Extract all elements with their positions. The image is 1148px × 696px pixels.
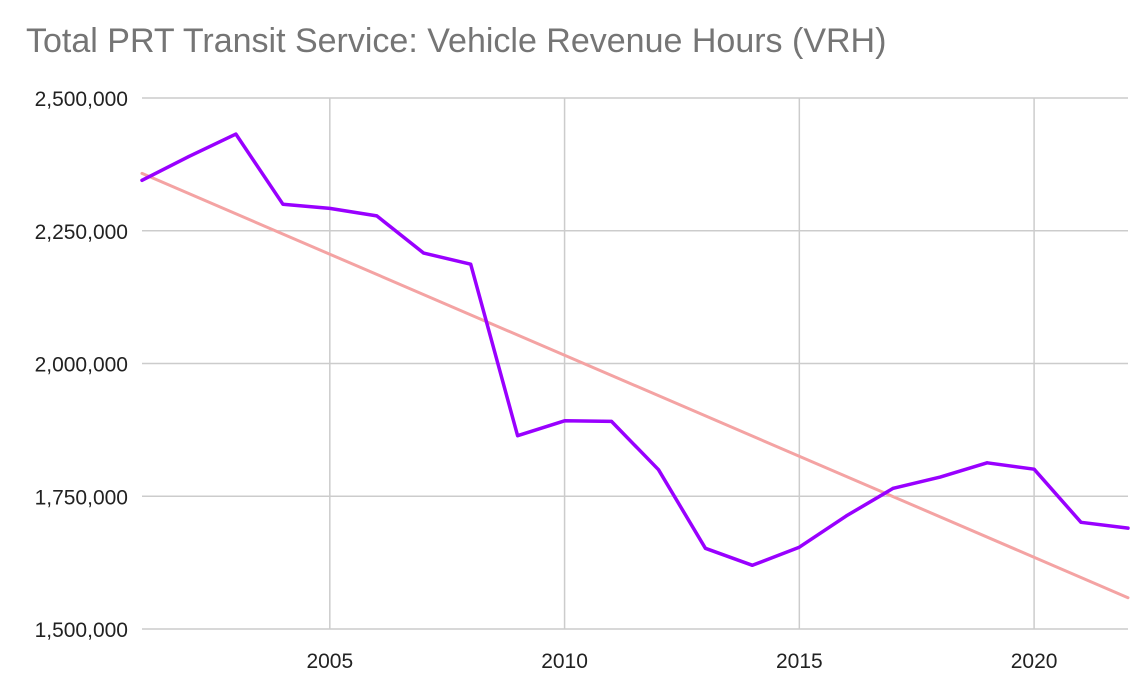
x-axis-tick-labels: 2005 2010 2015 2020 <box>306 650 1057 673</box>
data-point <box>422 251 426 255</box>
y-gridlines <box>142 97 1128 630</box>
data-point <box>281 202 285 206</box>
data-point <box>516 434 520 438</box>
data-point <box>234 132 238 136</box>
chart-title: Total PRT Transit Service: Vehicle Reven… <box>26 22 886 60</box>
series-group <box>140 132 1130 600</box>
data-point <box>140 178 144 182</box>
x-tick-label: 2005 <box>306 650 353 673</box>
data-point <box>610 419 614 423</box>
data-point <box>1079 520 1083 524</box>
x-tick-label: 2015 <box>776 650 823 673</box>
y-tick-label: 2,000,000 <box>35 354 128 377</box>
x-tick-label: 2010 <box>541 650 588 673</box>
x-tick-label: 2020 <box>1011 650 1058 673</box>
data-point <box>750 563 754 567</box>
data-point <box>563 419 567 423</box>
trendline <box>140 171 1130 600</box>
y-axis-tick-labels: 1,500,000 1,750,000 2,000,000 2,250,000 2,50… <box>35 88 128 642</box>
y-tick-label: 2,500,000 <box>35 88 128 111</box>
y-tick-label: 1,500,000 <box>35 619 128 642</box>
data-point <box>891 486 895 490</box>
data-point <box>1032 467 1036 471</box>
y-tick-label: 1,750,000 <box>35 486 128 509</box>
x-gridlines <box>329 98 1035 629</box>
data-point <box>703 546 707 550</box>
series-line-vrh <box>140 132 1130 568</box>
data-point <box>187 154 191 158</box>
data-point <box>375 214 379 218</box>
data-point <box>844 514 848 518</box>
data-point <box>656 468 660 472</box>
data-point <box>938 475 942 479</box>
data-point <box>985 461 989 465</box>
y-tick-label: 2,250,000 <box>35 221 128 244</box>
data-point <box>1126 526 1130 530</box>
data-point <box>797 545 801 549</box>
data-point <box>328 206 332 210</box>
data-point <box>469 262 473 266</box>
